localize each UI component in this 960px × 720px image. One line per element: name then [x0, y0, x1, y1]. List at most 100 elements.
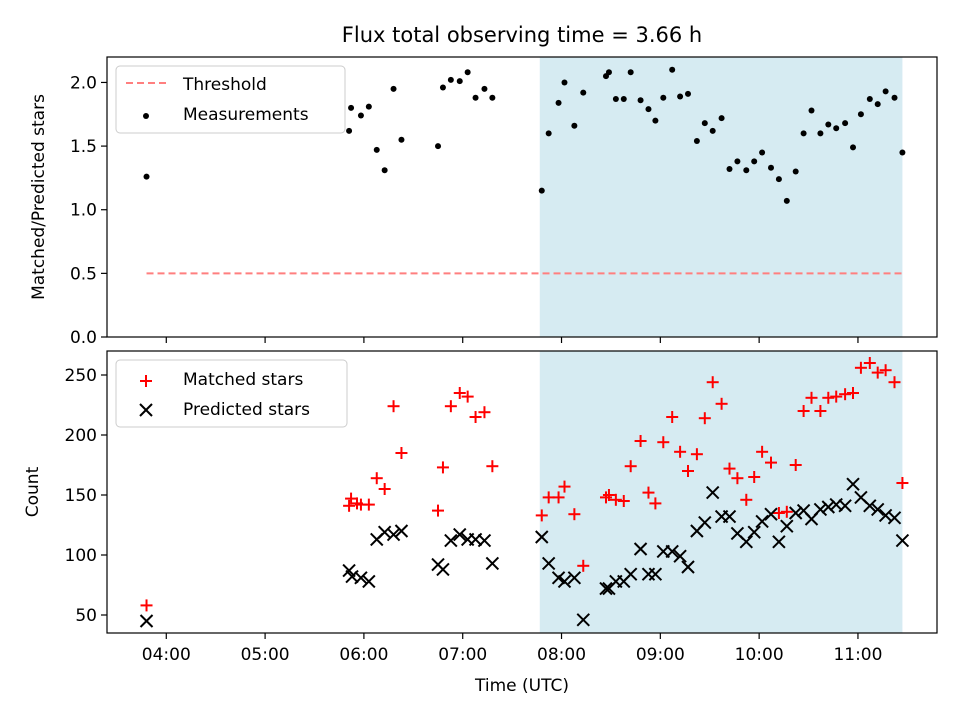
measurement-point: [571, 122, 578, 129]
x-tick-label: 06:00: [339, 645, 388, 665]
matched-star-point: [797, 405, 810, 417]
predicted-star-point: [739, 535, 754, 549]
matched-star-point: [444, 400, 457, 413]
measurement-point: [627, 69, 634, 76]
measurement-point: [435, 143, 442, 150]
matched-star-point: [674, 445, 687, 458]
measurement-point: [561, 79, 568, 86]
measurement-point: [373, 146, 380, 153]
matched-star-point: [378, 483, 391, 495]
predicted-star-point: [780, 519, 794, 533]
measurement-point: [842, 120, 849, 127]
measurements-legend-label: Measurements: [183, 105, 309, 125]
predicted-star-point: [576, 613, 590, 627]
matched-star-point: [602, 489, 615, 501]
bottom-plot-frame: [106, 350, 938, 634]
measurement-point: [775, 176, 782, 183]
top-plot-frame: [106, 56, 938, 338]
matched-star-point: [140, 599, 153, 612]
matched-star-point: [863, 357, 876, 369]
measurement-point: [660, 94, 667, 101]
predicted-star-point: [436, 562, 450, 577]
matched-star-point: [666, 411, 679, 423]
measurement-point: [346, 127, 353, 134]
matched-star-point: [432, 504, 445, 517]
matched-star-point: [715, 397, 728, 410]
top-y-tick-label: 0.5: [70, 264, 97, 284]
measurement-point: [693, 138, 700, 144]
bottom-y-axis-label: Count: [23, 466, 43, 517]
x-axis-label: Time (UTC): [474, 676, 569, 696]
predicted-star-point: [633, 542, 648, 556]
bottom-y-tick-label: 200: [65, 426, 97, 446]
star-counts-layer: [139, 357, 910, 628]
measurement-point: [439, 84, 446, 91]
measurement-point: [365, 103, 372, 110]
matched-star-point: [486, 460, 499, 473]
x-tick-label: 07:00: [438, 645, 487, 665]
predicted-star-point: [453, 527, 467, 542]
matched-star-point: [698, 412, 711, 425]
matched-star-point: [558, 480, 571, 493]
measurement-point: [817, 130, 824, 137]
matched-star-point: [362, 498, 375, 511]
measurement-point: [866, 96, 873, 102]
measurement-point: [580, 89, 587, 96]
predicted-star-point: [648, 567, 663, 581]
predicted-star-point: [599, 581, 613, 596]
matched-star-point: [634, 435, 647, 447]
predicted-star-point: [838, 499, 852, 513]
matched-star-point: [436, 461, 449, 474]
matched-star-point: [395, 447, 408, 459]
matched-star-point: [830, 390, 843, 403]
measurement-point: [783, 197, 790, 204]
matched-star-point: [649, 497, 662, 510]
measurement-point: [456, 78, 463, 85]
matched-star-point: [535, 509, 548, 522]
measurement-point: [605, 69, 612, 76]
matched-star-point: [822, 391, 835, 404]
x-tick-label: 09:00: [636, 645, 685, 665]
matched-star-point: [706, 376, 719, 389]
matched-stars-legend-swatch: [140, 375, 152, 387]
predicted-star-point: [535, 530, 549, 544]
top-legend-box: [115, 65, 346, 134]
predicted-star-point: [846, 477, 860, 491]
measurement-point: [709, 127, 716, 134]
predicted-star-point: [139, 614, 154, 628]
measurement-point: [751, 158, 758, 165]
matched-star-point: [453, 387, 466, 399]
measurement-point: [685, 90, 691, 97]
measurement-point: [390, 85, 397, 92]
measurement-point: [874, 101, 881, 108]
top-y-axis-label: Matched/Predicted stars: [29, 94, 49, 300]
measurement-point: [652, 117, 659, 124]
matched-star-point: [839, 388, 852, 401]
threshold-legend-label: Threshold: [182, 75, 267, 95]
top-y-tick-label: 0.0: [70, 328, 97, 348]
predicted-star-point: [698, 515, 712, 530]
measurement-point: [143, 173, 150, 180]
measurement-point: [891, 94, 898, 101]
matched-star-point: [657, 436, 670, 449]
predicted-star-point: [878, 508, 893, 523]
x-tick-label: 05:00: [241, 645, 290, 665]
matched-star-point: [552, 491, 565, 504]
measurement-point: [800, 130, 807, 137]
predicted-star-point: [681, 560, 695, 574]
matched-star-point: [879, 364, 892, 377]
chart-title: Flux total observing time = 3.66 h: [342, 23, 702, 47]
bottom-panel: 50 100 150 200 250 04:00 05:00 06:00 07:00 08:00…: [23, 350, 938, 696]
matched-star-point: [599, 491, 612, 504]
measurement-point: [481, 85, 488, 92]
matched-star-point: [568, 508, 581, 521]
top-shaded-span: [539, 57, 903, 337]
predicted-stars-legend-label: Predicted stars: [183, 400, 310, 420]
predicted-star-point: [477, 533, 492, 548]
predicted-star-point: [557, 574, 572, 589]
measurement-point: [833, 125, 840, 132]
matched-star-point: [772, 507, 785, 519]
measurement-point: [620, 96, 627, 102]
top-y-tick-label: 1.0: [70, 201, 97, 221]
measurement-point: [472, 94, 479, 101]
